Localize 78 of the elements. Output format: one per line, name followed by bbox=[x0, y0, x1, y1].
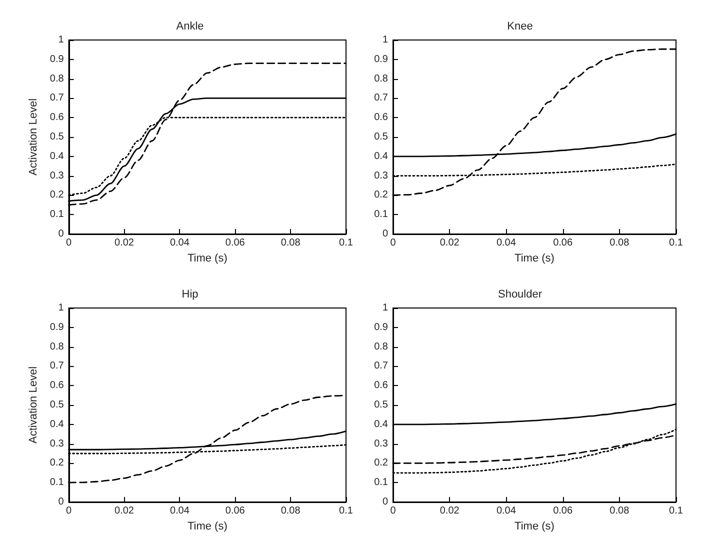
y-tick-label: 0.8 bbox=[374, 73, 388, 84]
y-tick-label: 0.7 bbox=[50, 92, 64, 104]
y-tick-label: 1 bbox=[58, 302, 64, 314]
y-tick-label: 0.6 bbox=[50, 380, 64, 392]
x-tick-label: 0 bbox=[390, 238, 396, 248]
y-tick-label: 0.4 bbox=[374, 418, 388, 430]
y-tick-label: 0.6 bbox=[374, 112, 388, 124]
x-tick-label: 0.02 bbox=[440, 506, 460, 516]
x-tick-label: 0.08 bbox=[280, 238, 301, 248]
x-tick-label: 0.04 bbox=[496, 238, 516, 248]
x-tick-label: 0.08 bbox=[610, 238, 630, 248]
y-tick-label: 0.9 bbox=[50, 54, 64, 65]
y-tick-label: 0.7 bbox=[374, 360, 388, 372]
y-tick-label: 0.3 bbox=[374, 170, 388, 182]
x-tick-label: 0.04 bbox=[496, 506, 516, 516]
x-tick-label: 0 bbox=[66, 238, 72, 248]
x-tick-label: 0.06 bbox=[553, 238, 573, 248]
y-tick-label: 1 bbox=[382, 34, 388, 46]
y-tick-label: 0.8 bbox=[50, 341, 64, 352]
x-tick-label: 0.08 bbox=[610, 506, 630, 516]
x-tick-label: 0.08 bbox=[280, 506, 301, 516]
x-tick-label: 0.04 bbox=[170, 238, 190, 248]
y-tick-label: 0.1 bbox=[374, 477, 388, 488]
y-tick-label: 0 bbox=[382, 496, 388, 508]
y-tick-label: 0.4 bbox=[50, 418, 64, 430]
x-tick-label: 0.02 bbox=[114, 506, 134, 516]
x-tick-label: 0.1 bbox=[669, 506, 684, 516]
y-tick-label: 0.5 bbox=[374, 400, 388, 410]
x-tick-label: 0.02 bbox=[440, 238, 460, 248]
y-tick-label: 0.2 bbox=[50, 458, 64, 469]
x-tick-label: 0.06 bbox=[225, 238, 246, 248]
x-tick-label: 0.1 bbox=[669, 238, 684, 248]
y-tick-label: 1 bbox=[382, 302, 388, 314]
x-tick-label: 0 bbox=[390, 506, 396, 516]
chart-title: Ankle bbox=[176, 20, 204, 32]
x-tick-label: 0.06 bbox=[225, 506, 246, 516]
x-tick-label: 0.04 bbox=[170, 506, 190, 516]
chart-title: Knee bbox=[507, 20, 533, 32]
y-tick-label: 0.6 bbox=[50, 112, 64, 124]
y-tick-label: 0.6 bbox=[374, 380, 388, 392]
y-tick-label: 0.2 bbox=[50, 190, 64, 201]
chart-title: Shoulder bbox=[498, 288, 542, 300]
y-tick-label: 0.4 bbox=[374, 150, 388, 162]
y-tick-label: 0.9 bbox=[374, 322, 388, 333]
y-tick-label: 0.5 bbox=[50, 132, 64, 142]
y-tick-label: 0.2 bbox=[374, 190, 388, 201]
x-tick-label: 0.1 bbox=[339, 238, 354, 248]
y-tick-label: 0.2 bbox=[374, 458, 388, 469]
y-tick-label: 1 bbox=[58, 34, 64, 46]
y-axis-title: Activation Level bbox=[28, 366, 40, 444]
x-tick-label: 0 bbox=[66, 506, 72, 516]
y-tick-label: 0.8 bbox=[374, 341, 388, 352]
x-tick-label: 0.1 bbox=[339, 506, 354, 516]
y-tick-label: 0.9 bbox=[50, 322, 64, 333]
x-axis-title: Time (s) bbox=[514, 252, 554, 264]
x-axis-title: Time (s) bbox=[187, 252, 228, 264]
y-tick-label: 0.3 bbox=[50, 170, 64, 182]
x-tick-label: 0.02 bbox=[114, 238, 134, 248]
x-axis-title: Time (s) bbox=[187, 520, 228, 532]
x-tick-label: 0.06 bbox=[553, 506, 573, 516]
y-tick-label: 0.4 bbox=[50, 150, 64, 162]
y-tick-label: 0.1 bbox=[50, 477, 64, 488]
y-tick-label: 0.1 bbox=[50, 209, 64, 220]
y-tick-label: 0.1 bbox=[374, 209, 388, 220]
y-tick-label: 0 bbox=[58, 496, 64, 508]
chart-title: Hip bbox=[182, 288, 198, 300]
y-tick-label: 0.9 bbox=[374, 54, 388, 65]
y-tick-label: 0.7 bbox=[374, 92, 388, 104]
y-tick-label: 0.5 bbox=[50, 400, 64, 410]
y-tick-label: 0.3 bbox=[50, 438, 64, 450]
y-tick-label: 0.5 bbox=[374, 132, 388, 142]
y-tick-label: 0 bbox=[382, 228, 388, 240]
x-axis-title: Time (s) bbox=[514, 520, 554, 532]
y-tick-label: 0.8 bbox=[50, 73, 64, 84]
y-tick-label: 0 bbox=[58, 228, 64, 240]
y-axis-title: Activation Level bbox=[28, 98, 40, 176]
y-tick-label: 0.3 bbox=[374, 438, 388, 450]
y-tick-label: 0.7 bbox=[50, 360, 64, 372]
